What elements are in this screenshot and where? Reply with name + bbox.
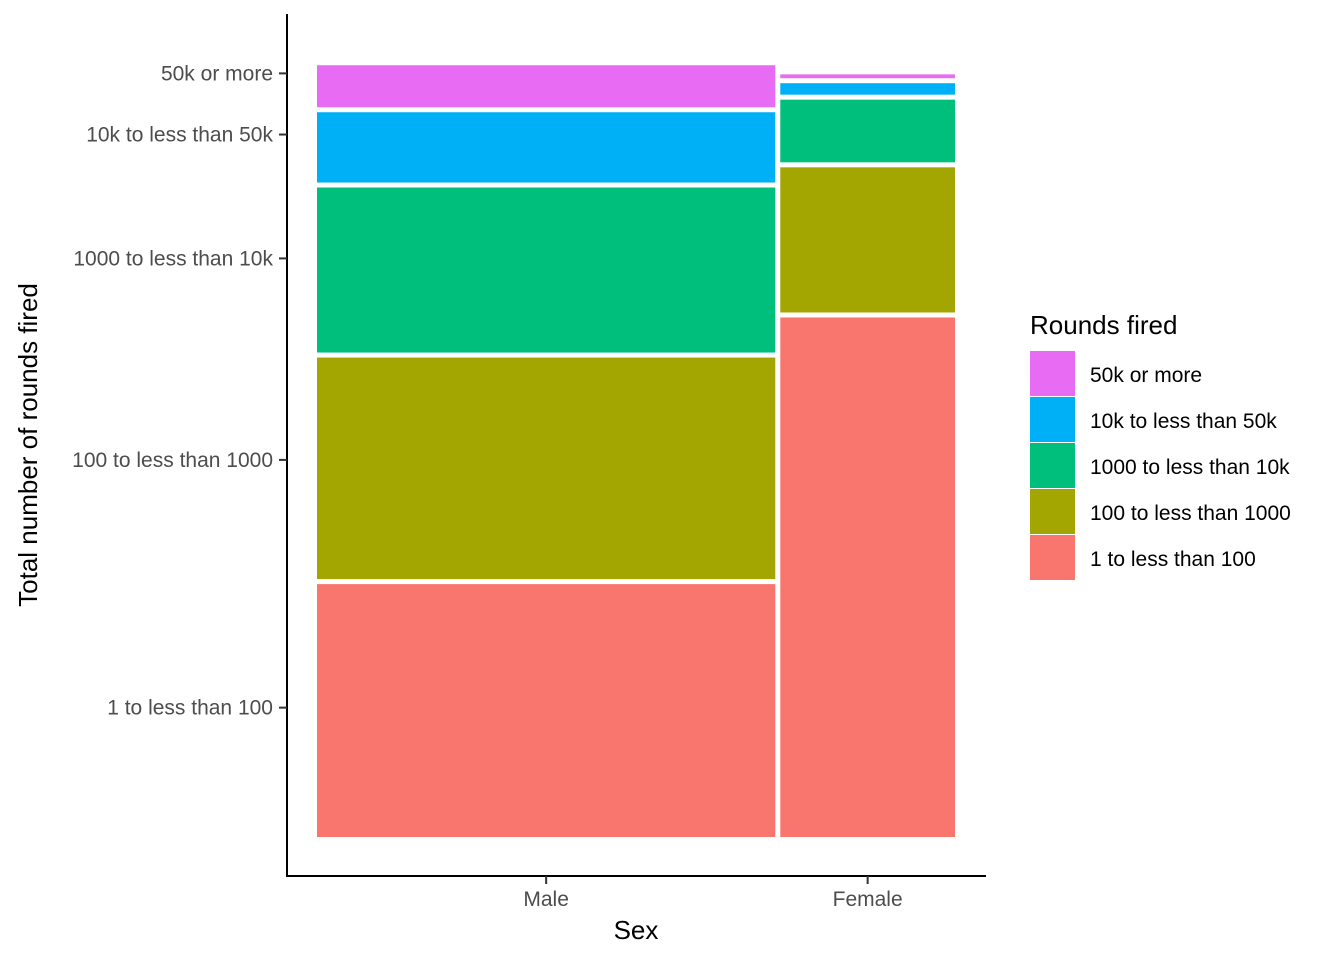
y-tick-label-10k-to-less-than-50k: 10k to less than 50k bbox=[86, 124, 273, 147]
legend-key-50k-or-more bbox=[1030, 351, 1075, 396]
y-tick-label-100-to-less-than-1000: 100 to less than 1000 bbox=[72, 449, 273, 472]
tile-male-1-to-less-than-100 bbox=[317, 584, 776, 837]
legend-title: Rounds fired bbox=[1030, 310, 1177, 340]
legend-label-10k-to-less-than-50k: 10k to less than 50k bbox=[1090, 410, 1277, 433]
tile-female-1-to-less-than-100 bbox=[780, 317, 955, 838]
tile-female-10k-to-less-than-50k bbox=[780, 83, 955, 95]
y-tick-label-1-to-less-than-100: 1 to less than 100 bbox=[107, 697, 273, 720]
x-tick-label-female: Female bbox=[833, 888, 903, 911]
tile-female-100-to-less-than-1000 bbox=[780, 167, 955, 313]
y-axis-title: Total number of rounds fired bbox=[13, 283, 43, 607]
legend-key-10k-to-less-than-50k bbox=[1030, 397, 1075, 442]
x-tick-label-male: Male bbox=[523, 888, 569, 911]
legend-label-1-to-less-than-100: 1 to less than 100 bbox=[1090, 548, 1256, 571]
y-tick-label-50k-or-more: 50k or more bbox=[161, 62, 273, 85]
tile-male-50k-or-more bbox=[317, 65, 776, 108]
tile-male-1000-to-less-than-10k bbox=[317, 187, 776, 353]
axes bbox=[286, 14, 986, 877]
tile-male-10k-to-less-than-50k bbox=[317, 112, 776, 183]
tile-male-100-to-less-than-1000 bbox=[317, 357, 776, 580]
tile-female-50k-or-more bbox=[780, 74, 955, 79]
y-tick-label-1000-to-less-than-10k: 1000 to less than 10k bbox=[73, 247, 273, 270]
y-ticks: 1 to less than 100 100 to less than 1000 1… bbox=[72, 62, 287, 720]
plot-tiles bbox=[317, 65, 955, 838]
legend: Rounds fired 50k or more 10k to less than… bbox=[1030, 310, 1291, 580]
legend-key-100-to-less-than-1000 bbox=[1030, 489, 1075, 534]
legend-key-1-to-less-than-100 bbox=[1030, 535, 1075, 580]
legend-label-50k-or-more: 50k or more bbox=[1090, 364, 1202, 387]
legend-key-1000-to-less-than-10k bbox=[1030, 443, 1075, 488]
legend-label-1000-to-less-than-10k: 1000 to less than 10k bbox=[1090, 456, 1290, 479]
legend-label-100-to-less-than-1000: 100 to less than 1000 bbox=[1090, 502, 1291, 525]
tile-female-1000-to-less-than-10k bbox=[780, 99, 955, 163]
x-axis-title: Sex bbox=[614, 915, 659, 945]
x-ticks: Male Female bbox=[523, 876, 903, 911]
